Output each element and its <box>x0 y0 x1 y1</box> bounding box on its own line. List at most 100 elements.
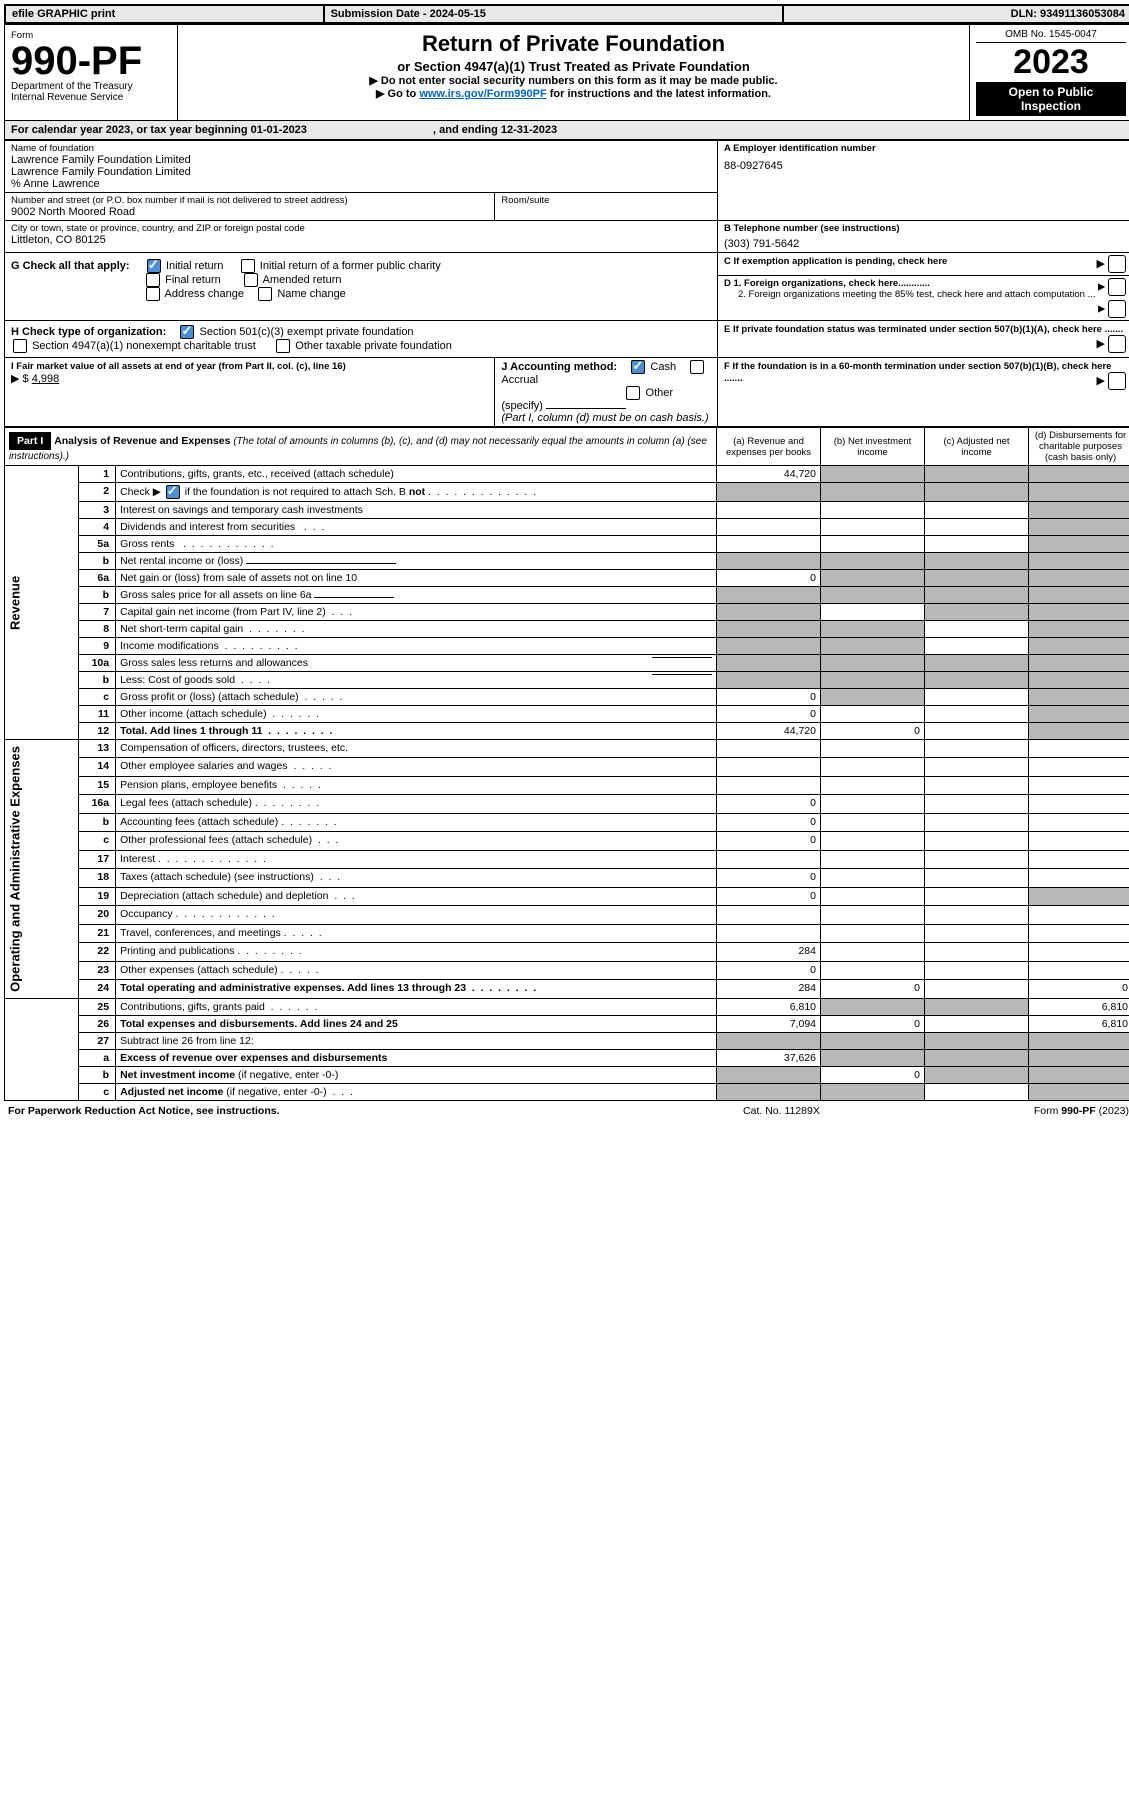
footer-left: For Paperwork Reduction Act Notice, see … <box>4 1103 679 1119</box>
j-note: (Part I, column (d) must be on cash basi… <box>501 412 708 424</box>
form-header: Form 990-PF Department of the Treasury I… <box>4 24 1129 121</box>
room-label: Room/suite <box>501 195 711 206</box>
footer-mid: Cat. No. 11289X <box>679 1103 884 1119</box>
row-3: Interest on savings and temporary cash i… <box>116 502 717 519</box>
city-label: City or town, state or province, country… <box>11 223 711 234</box>
dept-irs: Internal Revenue Service <box>11 92 171 103</box>
chk-f[interactable] <box>1108 372 1126 390</box>
row-23: Other expenses (attach schedule) . . . .… <box>116 961 717 979</box>
row-5b: Net rental income or (loss) <box>116 553 717 570</box>
addr-label: Number and street (or P.O. box number if… <box>11 195 488 206</box>
tax-year: 2023 <box>976 43 1126 82</box>
row-10c: Gross profit or (loss) (attach schedule)… <box>116 689 717 706</box>
g-label: G Check all that apply: <box>11 260 130 272</box>
ein-value: 88-0927645 <box>724 160 1126 172</box>
row-24: Total operating and administrative expen… <box>116 980 717 999</box>
chk-c[interactable] <box>1108 255 1126 273</box>
row-7: Capital gain net income (from Part IV, l… <box>116 604 717 621</box>
note-ssn: ▶ Do not enter social security numbers o… <box>184 74 963 87</box>
foundation-name-1: Lawrence Family Foundation Limited <box>11 154 711 166</box>
dln: DLN: 93491136053084 <box>783 5 1129 23</box>
opex-section: Operating and Administrative Expenses <box>5 740 79 999</box>
page-footer: For Paperwork Reduction Act Notice, see … <box>4 1103 1129 1119</box>
row-16c: Other professional fees (attach schedule… <box>116 832 717 850</box>
row-12: Total. Add lines 1 through 11 . . . . . … <box>116 723 717 740</box>
row-15: Pension plans, employee benefits . . . .… <box>116 776 717 794</box>
note-link: ▶ Go to www.irs.gov/Form990PF for instru… <box>184 87 963 100</box>
row-8: Net short-term capital gain . . . . . . … <box>116 621 717 638</box>
f-label: F If the foundation is in a 60-month ter… <box>724 361 1111 384</box>
part1-table: Part I Analysis of Revenue and Expenses … <box>4 427 1129 1101</box>
chk-d2[interactable] <box>1108 300 1126 318</box>
row-10b: Less: Cost of goods sold . . . . <box>116 672 717 689</box>
chk-name-change[interactable] <box>258 287 272 301</box>
foundation-name-2: Lawrence Family Foundation Limited <box>11 166 711 178</box>
col-a-hdr: (a) Revenue and expenses per books <box>717 428 821 466</box>
e-label: E If private foundation status was termi… <box>724 324 1123 335</box>
row-4: Dividends and interest from securities .… <box>116 519 717 536</box>
row-25: Contributions, gifts, grants paid . . . … <box>116 998 717 1015</box>
chk-initial-former[interactable] <box>241 259 255 273</box>
d2-label: 2. Foreign organizations meeting the 85%… <box>738 289 1096 300</box>
row-6a: Net gain or (loss) from sale of assets n… <box>116 570 717 587</box>
row-13: Compensation of officers, directors, tru… <box>116 740 717 758</box>
i-value: 4,998 <box>32 373 60 385</box>
row-9: Income modifications . . . . . . . . . <box>116 638 717 655</box>
form-number: 990-PF <box>11 41 171 81</box>
footer-right: Form 990-PF (2023) <box>884 1103 1129 1119</box>
row-10a: Gross sales less returns and allowances <box>116 655 717 672</box>
part1-title: Analysis of Revenue and Expenses <box>54 435 230 447</box>
col-b-hdr: (b) Net investment income <box>821 428 925 466</box>
form-subtitle: or Section 4947(a)(1) Trust Treated as P… <box>184 59 963 74</box>
chk-other-method[interactable] <box>626 386 640 400</box>
row-16a: Legal fees (attach schedule) . . . . . .… <box>116 795 717 813</box>
row-18: Taxes (attach schedule) (see instruction… <box>116 869 717 887</box>
chk-final-return[interactable] <box>146 273 160 287</box>
open-public: Open to Public Inspection <box>976 82 1126 116</box>
row-19: Depreciation (attach schedule) and deple… <box>116 887 717 905</box>
chk-address-change[interactable] <box>146 287 160 301</box>
omb-number: OMB No. 1545-0047 <box>976 29 1126 43</box>
info-block: Name of foundation Lawrence Family Found… <box>4 140 1129 427</box>
row-2: Check ▶ if the foundation is not require… <box>116 483 717 502</box>
chk-other-taxable[interactable] <box>276 339 290 353</box>
row-27b: Net investment income (if negative, ente… <box>116 1066 717 1083</box>
j-label: J Accounting method: <box>501 361 617 373</box>
chk-4947[interactable] <box>13 339 27 353</box>
form-title: Return of Private Foundation <box>184 31 963 57</box>
chk-d1[interactable] <box>1108 278 1126 296</box>
row-21: Travel, conferences, and meetings . . . … <box>116 924 717 942</box>
name-label: Name of foundation <box>11 143 711 154</box>
street-address: 9002 North Moored Road <box>11 206 488 218</box>
row-20: Occupancy . . . . . . . . . . . . <box>116 906 717 924</box>
row-27a: Excess of revenue over expenses and disb… <box>116 1049 717 1066</box>
calendar-year-line: For calendar year 2023, or tax year begi… <box>4 121 1129 140</box>
chk-501c3[interactable] <box>180 325 194 339</box>
foundation-co: % Anne Lawrence <box>11 178 711 190</box>
chk-sch-b[interactable] <box>166 485 180 499</box>
revenue-section: Revenue <box>5 466 79 740</box>
chk-e[interactable] <box>1108 335 1126 353</box>
i-label: I Fair market value of all assets at end… <box>11 361 346 372</box>
row-5a: Gross rents . . . . . . . . . . . <box>116 536 717 553</box>
d1-label: D 1. Foreign organizations, check here..… <box>724 278 930 289</box>
top-bar: efile GRAPHIC print Submission Date - 20… <box>4 4 1129 24</box>
row-6b: Gross sales price for all assets on line… <box>116 587 717 604</box>
part1-label: Part I <box>9 432 51 450</box>
row-16b: Accounting fees (attach schedule) . . . … <box>116 813 717 831</box>
chk-cash[interactable] <box>631 360 645 374</box>
city-value: Littleton, CO 80125 <box>11 234 711 246</box>
phone-value: (303) 791-5642 <box>724 238 1126 250</box>
chk-initial-return[interactable] <box>147 259 161 273</box>
ein-label: A Employer identification number <box>724 143 1126 154</box>
dept-treasury: Department of the Treasury <box>11 81 171 92</box>
col-d-hdr: (d) Disbursements for charitable purpose… <box>1029 428 1129 466</box>
col-c-hdr: (c) Adjusted net income <box>925 428 1029 466</box>
row-17: Interest . . . . . . . . . . . . . <box>116 850 717 868</box>
chk-amended-return[interactable] <box>244 273 258 287</box>
phone-label: B Telephone number (see instructions) <box>724 223 1126 234</box>
submission-date: Submission Date - 2024-05-15 <box>324 5 784 23</box>
row-11: Other income (attach schedule) . . . . .… <box>116 706 717 723</box>
irs-link[interactable]: www.irs.gov/Form990PF <box>419 88 546 100</box>
chk-accrual[interactable] <box>690 360 704 374</box>
